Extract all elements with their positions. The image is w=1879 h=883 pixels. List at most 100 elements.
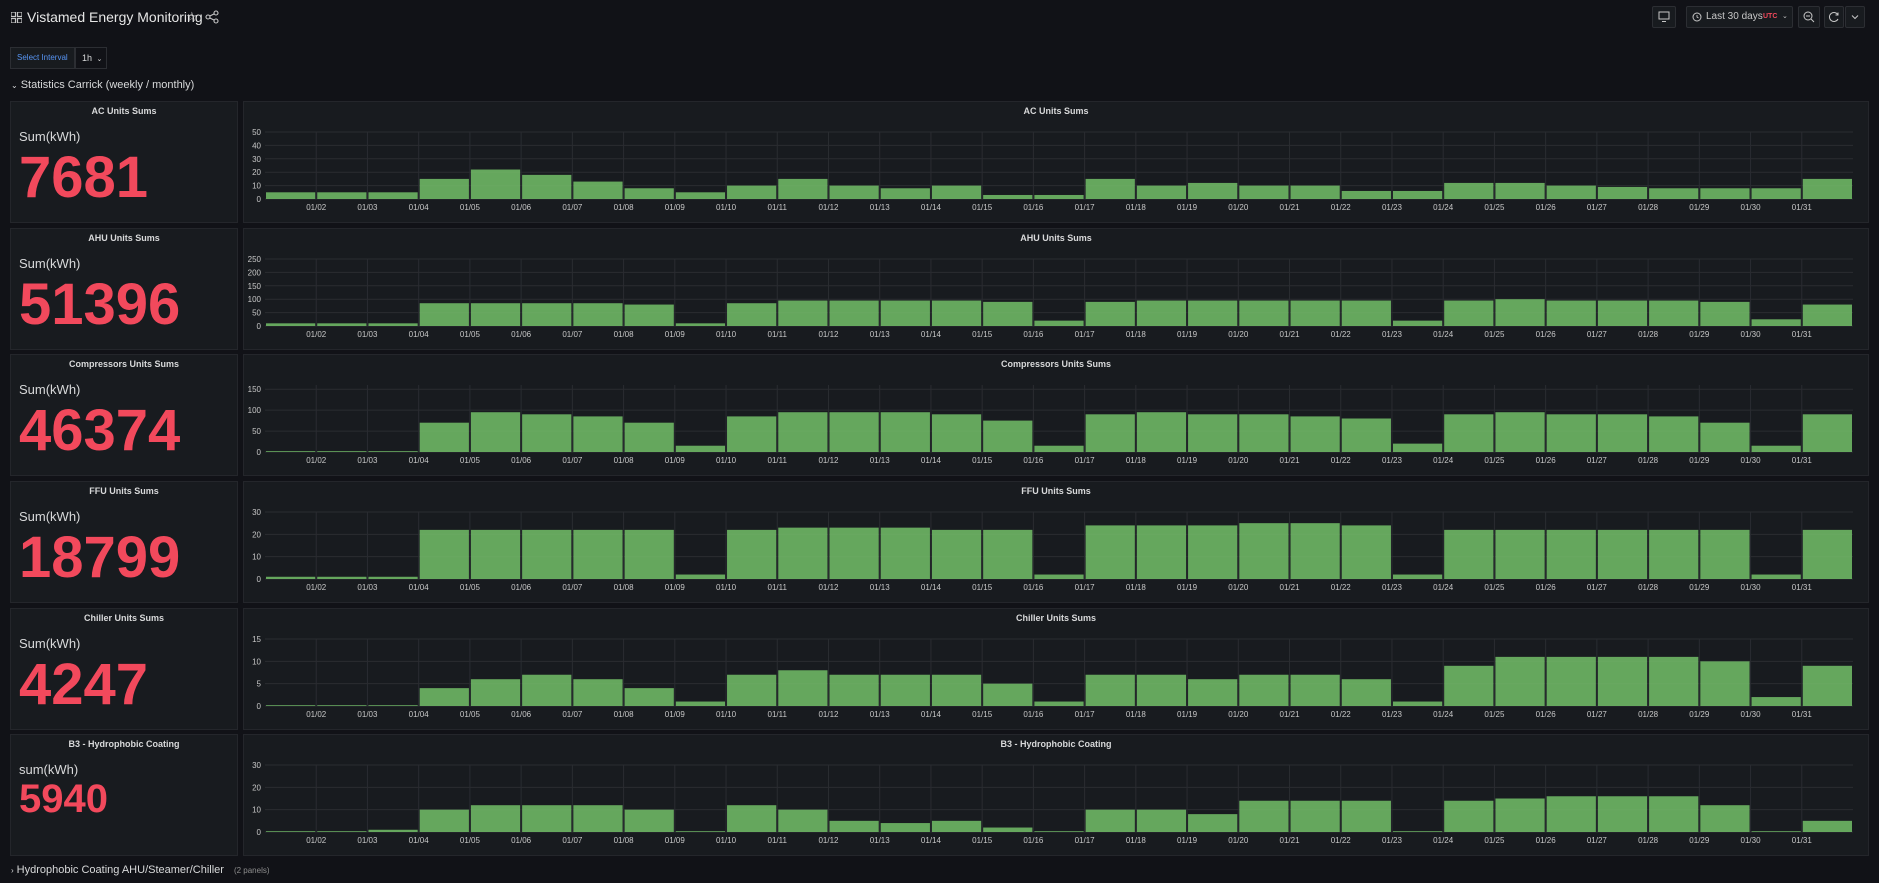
bar[interactable] xyxy=(1546,796,1596,832)
bar[interactable] xyxy=(675,323,726,326)
bar[interactable] xyxy=(522,529,572,579)
bar[interactable] xyxy=(470,679,521,706)
bar[interactable] xyxy=(573,805,623,832)
bar[interactable] xyxy=(778,300,828,326)
bar[interactable] xyxy=(1751,831,1801,832)
bar[interactable] xyxy=(1136,412,1187,452)
bar[interactable] xyxy=(1034,320,1084,326)
bar[interactable] xyxy=(1136,674,1187,706)
bar[interactable] xyxy=(1392,701,1443,706)
bar[interactable] xyxy=(1700,805,1750,832)
bar[interactable] xyxy=(470,303,521,326)
dashboard-title[interactable]: Vistamed Energy Monitoring xyxy=(27,9,203,25)
bar[interactable] xyxy=(1290,416,1340,452)
bar[interactable] xyxy=(470,529,521,579)
bar[interactable] xyxy=(624,688,674,706)
bar[interactable] xyxy=(983,420,1033,452)
bar[interactable] xyxy=(1341,190,1391,199)
bar[interactable] xyxy=(1546,414,1596,452)
bar[interactable] xyxy=(829,674,879,706)
bar[interactable] xyxy=(1802,304,1852,326)
bar[interactable] xyxy=(983,529,1033,579)
bar[interactable] xyxy=(1597,186,1648,199)
bar[interactable] xyxy=(1444,182,1494,199)
bar[interactable] xyxy=(1188,814,1238,832)
bar[interactable] xyxy=(931,414,982,452)
bar[interactable] xyxy=(1444,414,1494,452)
bar[interactable] xyxy=(727,674,777,706)
bar[interactable] xyxy=(1546,185,1596,199)
bar[interactable] xyxy=(368,705,418,706)
bar[interactable] xyxy=(1034,194,1084,199)
bar[interactable] xyxy=(522,414,572,452)
bar[interactable] xyxy=(1239,414,1289,452)
bar[interactable] xyxy=(1392,831,1443,832)
bar[interactable] xyxy=(1085,674,1135,706)
bar[interactable] xyxy=(624,529,674,579)
bar[interactable] xyxy=(368,576,418,579)
bar[interactable] xyxy=(1034,701,1084,706)
bar[interactable] xyxy=(1136,185,1187,199)
stat-panel[interactable]: AC Units Sums Sum(kWh) 7681 xyxy=(10,101,238,223)
bar[interactable] xyxy=(880,674,930,706)
bar[interactable] xyxy=(1239,800,1289,832)
bar[interactable] xyxy=(829,820,879,832)
bar[interactable] xyxy=(1034,831,1084,832)
panel-title[interactable]: FFU Units Sums xyxy=(89,486,159,496)
bar[interactable] xyxy=(778,412,828,452)
bar[interactable] xyxy=(573,181,623,199)
bar[interactable] xyxy=(778,178,828,199)
bar[interactable] xyxy=(1136,300,1187,326)
bar[interactable] xyxy=(983,827,1033,832)
bar[interactable] xyxy=(1700,529,1750,579)
bar[interactable] xyxy=(1188,679,1238,706)
bar[interactable] xyxy=(266,705,316,706)
bar[interactable] xyxy=(931,300,982,326)
bar[interactable] xyxy=(368,323,418,326)
bar[interactable] xyxy=(1546,529,1596,579)
bar[interactable] xyxy=(1188,525,1238,579)
bar[interactable] xyxy=(1649,188,1699,199)
bar[interactable] xyxy=(1802,178,1852,199)
bar[interactable] xyxy=(727,416,777,452)
bar[interactable] xyxy=(1700,188,1750,199)
bar[interactable] xyxy=(1188,300,1238,326)
bar[interactable] xyxy=(829,185,879,199)
refresh-interval-dropdown[interactable] xyxy=(1845,6,1865,28)
bar[interactable] xyxy=(624,809,674,832)
bar[interactable] xyxy=(624,188,674,199)
bar[interactable] xyxy=(522,303,572,326)
bar[interactable] xyxy=(1597,656,1648,706)
bar[interactable] xyxy=(368,192,418,199)
bar[interactable] xyxy=(1085,809,1135,832)
timeseries-panel[interactable]: FFU Units Sums 0 10 20 30 01/02 01/03 01/04 01/0… xyxy=(243,481,1869,603)
row-header-statistics[interactable]: ⌄ Statistics Carrick (weekly / monthly) xyxy=(11,79,194,91)
bar[interactable] xyxy=(1649,529,1699,579)
bar[interactable] xyxy=(1239,185,1289,199)
bar[interactable] xyxy=(419,422,469,452)
bar[interactable] xyxy=(1136,809,1187,832)
bar[interactable] xyxy=(419,303,469,326)
panel-title[interactable]: FFU Units Sums xyxy=(1021,486,1091,496)
bar[interactable] xyxy=(1085,414,1135,452)
bar[interactable] xyxy=(829,412,879,452)
bar[interactable] xyxy=(829,300,879,326)
bar[interactable] xyxy=(880,412,930,452)
bar[interactable] xyxy=(880,188,930,199)
interval-variable-select[interactable]: 1h ⌄ xyxy=(75,47,107,69)
bar[interactable] xyxy=(470,412,521,452)
bar[interactable] xyxy=(727,529,777,579)
bar[interactable] xyxy=(1495,798,1545,833)
bar[interactable] xyxy=(573,416,623,452)
stat-panel[interactable]: Chiller Units Sums Sum(kWh) 4247 xyxy=(10,608,238,730)
bar[interactable] xyxy=(419,529,469,579)
bar[interactable] xyxy=(1290,300,1340,326)
bar[interactable] xyxy=(1392,443,1443,452)
bar[interactable] xyxy=(419,809,469,832)
bar[interactable] xyxy=(1700,422,1750,452)
bar[interactable] xyxy=(1239,674,1289,706)
bar[interactable] xyxy=(1751,319,1801,326)
stat-panel[interactable]: B3 - Hydrophobic Coating sum(kWh) 5940 xyxy=(10,734,238,856)
bar[interactable] xyxy=(1802,665,1852,706)
bar[interactable] xyxy=(675,701,726,706)
